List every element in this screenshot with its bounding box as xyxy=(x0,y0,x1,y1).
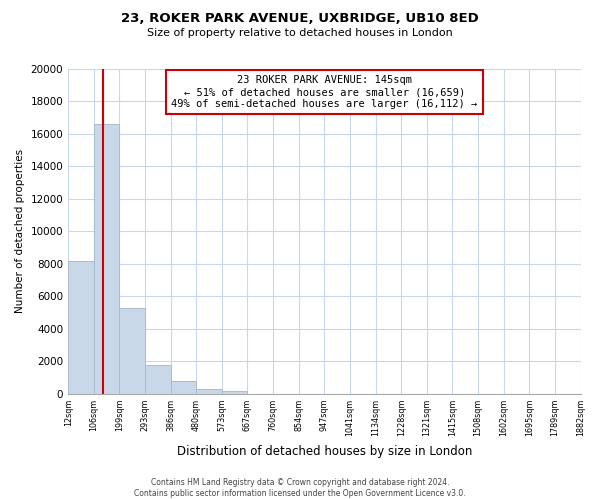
Bar xyxy=(94,124,119,394)
Bar xyxy=(145,364,170,394)
X-axis label: Distribution of detached houses by size in London: Distribution of detached houses by size … xyxy=(176,444,472,458)
Bar xyxy=(119,308,145,394)
Bar xyxy=(170,381,196,394)
Y-axis label: Number of detached properties: Number of detached properties xyxy=(15,150,25,314)
Text: 23 ROKER PARK AVENUE: 145sqm
← 51% of detached houses are smaller (16,659)
49% o: 23 ROKER PARK AVENUE: 145sqm ← 51% of de… xyxy=(171,76,478,108)
Text: Contains HM Land Registry data © Crown copyright and database right 2024.
Contai: Contains HM Land Registry data © Crown c… xyxy=(134,478,466,498)
Bar xyxy=(196,389,222,394)
Bar xyxy=(68,260,94,394)
Bar xyxy=(222,390,247,394)
Text: Size of property relative to detached houses in London: Size of property relative to detached ho… xyxy=(147,28,453,38)
Text: 23, ROKER PARK AVENUE, UXBRIDGE, UB10 8ED: 23, ROKER PARK AVENUE, UXBRIDGE, UB10 8E… xyxy=(121,12,479,26)
